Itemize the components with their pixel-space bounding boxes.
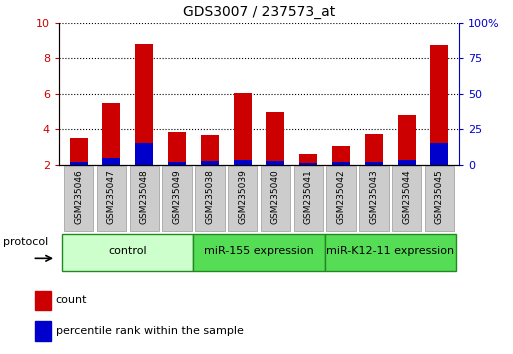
Bar (430, 45, 448, 165)
Bar (62, 234, 193, 270)
Text: GSM235041: GSM235041 (304, 170, 313, 224)
Bar (430, 143, 448, 165)
Bar (233, 160, 252, 165)
Text: GSM235042: GSM235042 (337, 170, 346, 224)
Bar (129, 166, 159, 230)
Title: GDS3007 / 237573_at: GDS3007 / 237573_at (183, 5, 335, 19)
Bar (201, 161, 219, 165)
Text: miR-155 expression: miR-155 expression (204, 246, 314, 256)
Bar (326, 166, 356, 230)
Text: GSM235048: GSM235048 (140, 170, 149, 224)
Text: miR-K12-11 expression: miR-K12-11 expression (326, 246, 455, 256)
Bar (233, 93, 252, 165)
Bar (299, 154, 317, 165)
Bar (64, 166, 93, 230)
Bar (201, 135, 219, 165)
Bar (392, 166, 421, 230)
Bar (365, 133, 383, 165)
Bar (70, 162, 88, 165)
Bar (293, 166, 323, 230)
Text: GSM235043: GSM235043 (369, 170, 379, 224)
Text: GSM235046: GSM235046 (74, 170, 83, 224)
Text: GSM235044: GSM235044 (402, 170, 411, 224)
Bar (168, 132, 186, 165)
Text: GSM235038: GSM235038 (205, 170, 214, 224)
Bar (135, 44, 153, 165)
Bar (103, 103, 121, 165)
Text: percentile rank within the sample: percentile rank within the sample (55, 326, 244, 336)
Bar (135, 143, 153, 165)
Bar (332, 162, 350, 165)
Bar (266, 161, 285, 165)
Bar (162, 166, 192, 230)
Bar (359, 166, 389, 230)
Bar (195, 166, 225, 230)
Text: GSM235047: GSM235047 (107, 170, 116, 224)
Bar (35, 291, 51, 310)
Bar (299, 163, 317, 165)
Text: control: control (109, 246, 147, 256)
Bar (228, 166, 258, 230)
Bar (193, 234, 325, 270)
Text: count: count (55, 295, 87, 306)
Bar (35, 321, 51, 341)
Bar (261, 166, 290, 230)
Bar (398, 115, 416, 165)
Bar (97, 166, 126, 230)
Bar (425, 166, 454, 230)
Bar (398, 160, 416, 165)
Text: GSM235045: GSM235045 (435, 170, 444, 224)
Text: GSM235040: GSM235040 (271, 170, 280, 224)
Text: GSM235049: GSM235049 (172, 170, 182, 224)
Bar (332, 146, 350, 165)
Text: GSM235039: GSM235039 (238, 170, 247, 224)
Text: protocol: protocol (3, 237, 48, 247)
Bar (168, 162, 186, 165)
Bar (325, 234, 456, 270)
Bar (103, 159, 121, 165)
Bar (266, 113, 285, 165)
Bar (70, 138, 88, 165)
Bar (365, 162, 383, 165)
